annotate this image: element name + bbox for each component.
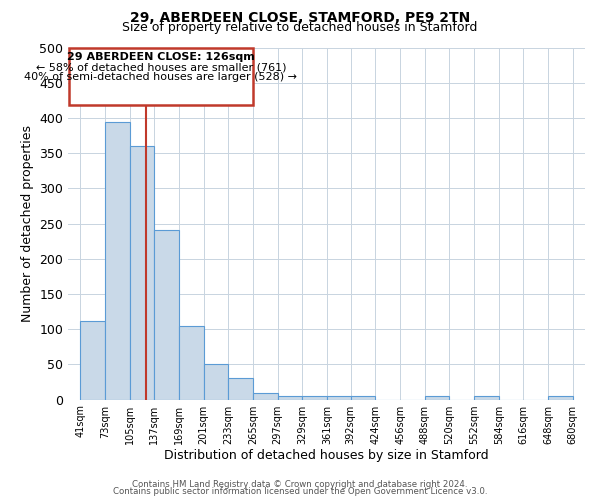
Text: ← 58% of detached houses are smaller (761): ← 58% of detached houses are smaller (76… xyxy=(35,62,286,72)
Bar xyxy=(203,364,228,400)
Text: 29, ABERDEEN CLOSE, STAMFORD, PE9 2TN: 29, ABERDEEN CLOSE, STAMFORD, PE9 2TN xyxy=(130,11,470,25)
Bar xyxy=(228,378,253,400)
Bar xyxy=(302,396,327,400)
Bar xyxy=(69,48,253,105)
Text: 40% of semi-detached houses are larger (528) →: 40% of semi-detached houses are larger (… xyxy=(25,72,298,82)
Bar xyxy=(179,326,203,400)
Y-axis label: Number of detached properties: Number of detached properties xyxy=(20,125,34,322)
Bar xyxy=(253,392,278,400)
Text: Contains public sector information licensed under the Open Government Licence v3: Contains public sector information licen… xyxy=(113,487,487,496)
Bar xyxy=(327,396,352,400)
Bar xyxy=(154,230,179,400)
Bar xyxy=(351,396,376,400)
Bar xyxy=(278,396,302,400)
Bar xyxy=(105,122,130,400)
Bar xyxy=(548,396,572,400)
X-axis label: Distribution of detached houses by size in Stamford: Distribution of detached houses by size … xyxy=(164,450,489,462)
Text: Contains HM Land Registry data © Crown copyright and database right 2024.: Contains HM Land Registry data © Crown c… xyxy=(132,480,468,489)
Text: Size of property relative to detached houses in Stamford: Size of property relative to detached ho… xyxy=(122,21,478,34)
Text: 29 ABERDEEN CLOSE: 126sqm: 29 ABERDEEN CLOSE: 126sqm xyxy=(67,52,255,62)
Bar xyxy=(425,396,449,400)
Bar xyxy=(80,322,105,400)
Bar xyxy=(130,146,154,400)
Bar xyxy=(474,396,499,400)
